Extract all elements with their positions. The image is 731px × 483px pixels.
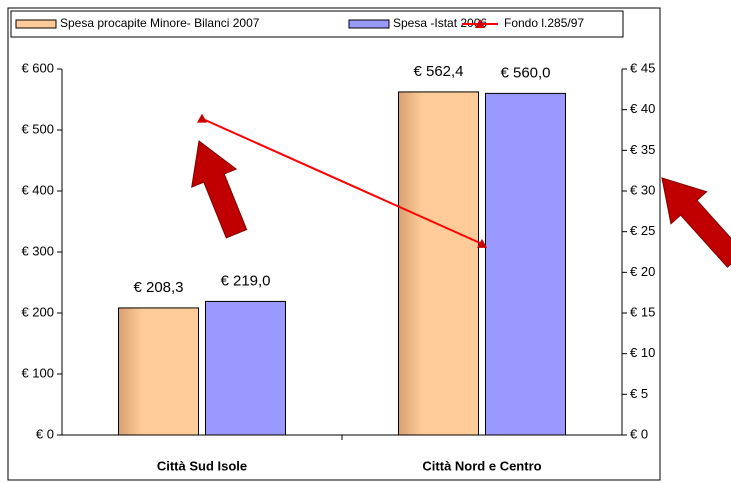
bar (485, 92, 566, 436)
bar (205, 300, 286, 436)
y-tick-label: € 0 (36, 426, 54, 441)
y2-tick-label: € 40 (630, 101, 655, 116)
y2-tick-label: € 45 (630, 60, 655, 75)
y-tick-label: € 400 (21, 182, 54, 197)
value-label: € 562,4 (413, 63, 463, 80)
legend-swatch (15, 19, 57, 29)
legend-label: Spesa procapite Minore- Bilanci 2007 (60, 16, 260, 30)
arrow (191, 140, 248, 239)
legend-marker (475, 19, 485, 28)
y-tick-label: € 500 (21, 121, 54, 136)
y2-tick-label: € 15 (630, 304, 655, 319)
line-marker (477, 238, 487, 248)
value-label: € 208,3 (133, 279, 183, 296)
legend-label: Fondo l.285/97 (504, 16, 584, 30)
bar (398, 91, 479, 436)
arrow (661, 177, 731, 268)
line (201, 117, 483, 245)
value-label: € 219,0 (220, 272, 270, 289)
y-tick-label: € 100 (21, 365, 54, 380)
x-tick-label: Città Sud Isole (157, 458, 247, 473)
legend-label: Spesa -Istat 2006 (393, 16, 487, 30)
y2-tick-label: € 5 (630, 386, 648, 401)
y-tick-label: € 200 (21, 304, 54, 319)
y-tick-label: € 300 (21, 243, 54, 258)
arrow-shape (661, 177, 731, 268)
x-tick-label: Città Nord e Centro (422, 458, 541, 473)
y2-tick-label: € 30 (630, 182, 655, 197)
y2-tick-label: € 0 (630, 426, 648, 441)
line-marker (197, 113, 207, 123)
value-label: € 560,0 (500, 64, 550, 81)
y2-tick-label: € 20 (630, 264, 655, 279)
legend-box (10, 10, 624, 38)
y2-tick-label: € 10 (630, 345, 655, 360)
legend-swatch (348, 19, 390, 29)
bar (118, 307, 199, 436)
y-tick-label: € 600 (21, 60, 54, 75)
arrow-shape (191, 140, 248, 239)
y2-tick-label: € 25 (630, 223, 655, 238)
y2-tick-label: € 35 (630, 142, 655, 157)
